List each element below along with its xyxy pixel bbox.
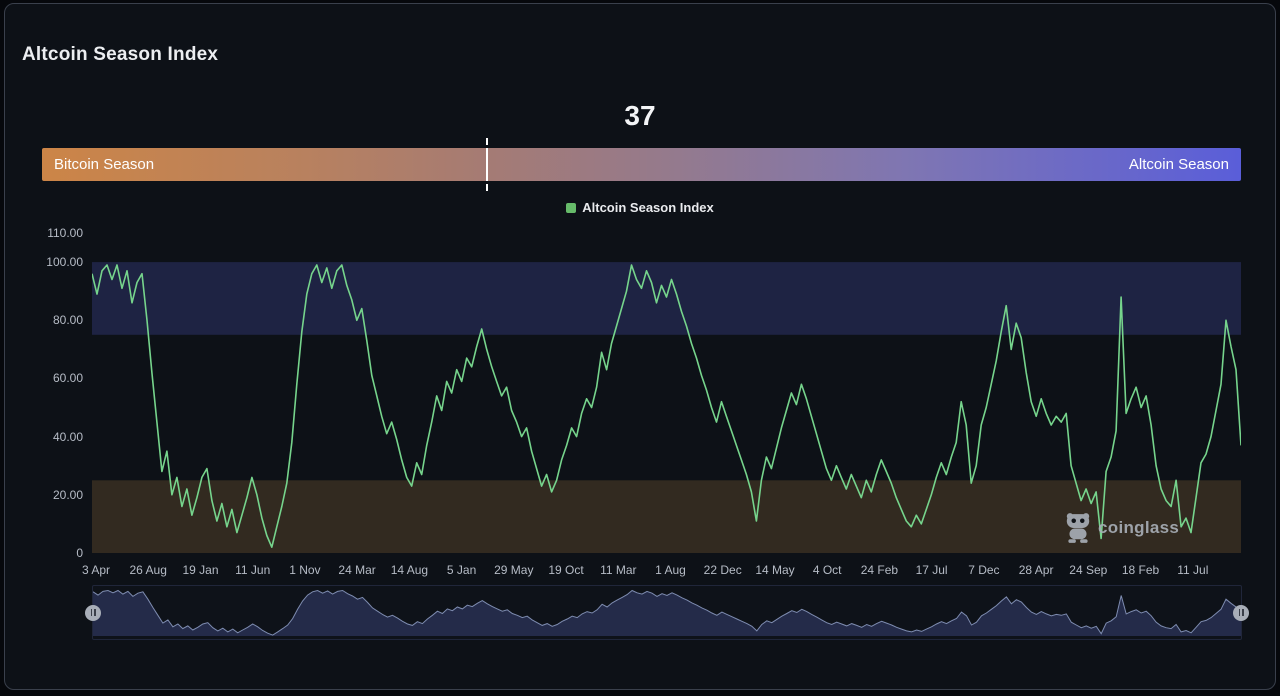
altcoin-season-zone [92, 262, 1241, 335]
page-title: Altcoin Season Index [22, 44, 219, 65]
x-axis-tick-label: 24 Mar [338, 563, 376, 577]
x-axis-tick-label: 14 Aug [390, 563, 429, 577]
x-axis-tick-label: 7 Dec [968, 563, 1000, 577]
x-axis-tick-label: 26 Aug [129, 563, 167, 577]
y-axis-tick-label: 80.00 [52, 313, 83, 328]
x-axis-tick-label: 1 Aug [655, 563, 686, 577]
x-axis-tick-label: 11 Jul [1177, 563, 1209, 577]
x-axis-tick-label: 5 Jan [446, 563, 477, 577]
y-axis-tick-label: 100.00 [46, 255, 83, 270]
x-axis-tick-label: 19 Oct [548, 563, 584, 577]
x-axis-tick-label: 11 Mar [600, 563, 637, 577]
x-axis-tick-label: 22 Dec [703, 563, 742, 577]
y-axis-tick-label: 40.00 [52, 429, 83, 444]
navigator-right-handle[interactable] [1233, 604, 1249, 621]
bitcoin-season-zone [92, 480, 1241, 553]
chart-legend[interactable]: Altcoin Season Index [5, 200, 1275, 215]
x-axis-tick-label: 19 Jan [182, 563, 219, 577]
range-navigator[interactable] [85, 585, 1249, 640]
x-axis-tick-label: 28 Apr [1018, 563, 1054, 577]
gauge-marker [485, 138, 488, 191]
x-axis-tick-label: 14 May [755, 563, 795, 577]
x-axis-tick-label: 18 Feb [1121, 563, 1160, 577]
season-gauge-bar: Bitcoin Season Altcoin Season [42, 138, 1241, 191]
x-axis-tick-label: 11 Jun [235, 563, 271, 577]
x-axis-tick-label: 17 Jul [915, 563, 948, 577]
index-line-series [92, 264, 1241, 549]
legend-swatch-icon [566, 202, 577, 213]
watermark-text: coinglass [1098, 518, 1180, 537]
y-axis-tick-label: 60.00 [52, 371, 83, 386]
y-axis-tick-label: 110.00 [47, 226, 83, 240]
x-axis-tick-label: 1 Nov [289, 563, 321, 577]
coinglass-watermark: coinglass [1065, 512, 1179, 544]
coinglass-logo-icon [1066, 513, 1090, 543]
main-chart[interactable] [92, 233, 1241, 553]
x-axis-tick-label: 24 Feb [860, 563, 899, 577]
navigator-line [93, 589, 1241, 636]
y-axis-tick-label: 20.00 [52, 487, 83, 502]
x-axis-tick-label: 3 Apr [81, 563, 111, 577]
navigator-left-handle[interactable] [85, 604, 101, 621]
navigator-area [93, 590, 1241, 636]
y-axis-tick-label: 0 [76, 546, 83, 560]
x-axis-labels: 3 Apr 26 Aug 19 Jan 11 Jun 1 Nov 24 Mar 14 Aug… [82, 563, 1241, 579]
altcoin-season-index-card: Altcoin Season Index 37 Bitcoin Season A… [4, 3, 1276, 690]
current-index-value: 37 [624, 100, 656, 131]
bitcoin-season-label: Bitcoin Season [54, 156, 155, 173]
x-axis-tick-label: 29 May [494, 563, 534, 577]
x-axis-tick-label: 4 Oct [812, 563, 842, 577]
x-axis-tick-label: 24 Sep [1069, 563, 1108, 577]
altcoin-season-label: Altcoin Season [1128, 156, 1229, 173]
legend-label: Altcoin Season Index [582, 200, 714, 215]
